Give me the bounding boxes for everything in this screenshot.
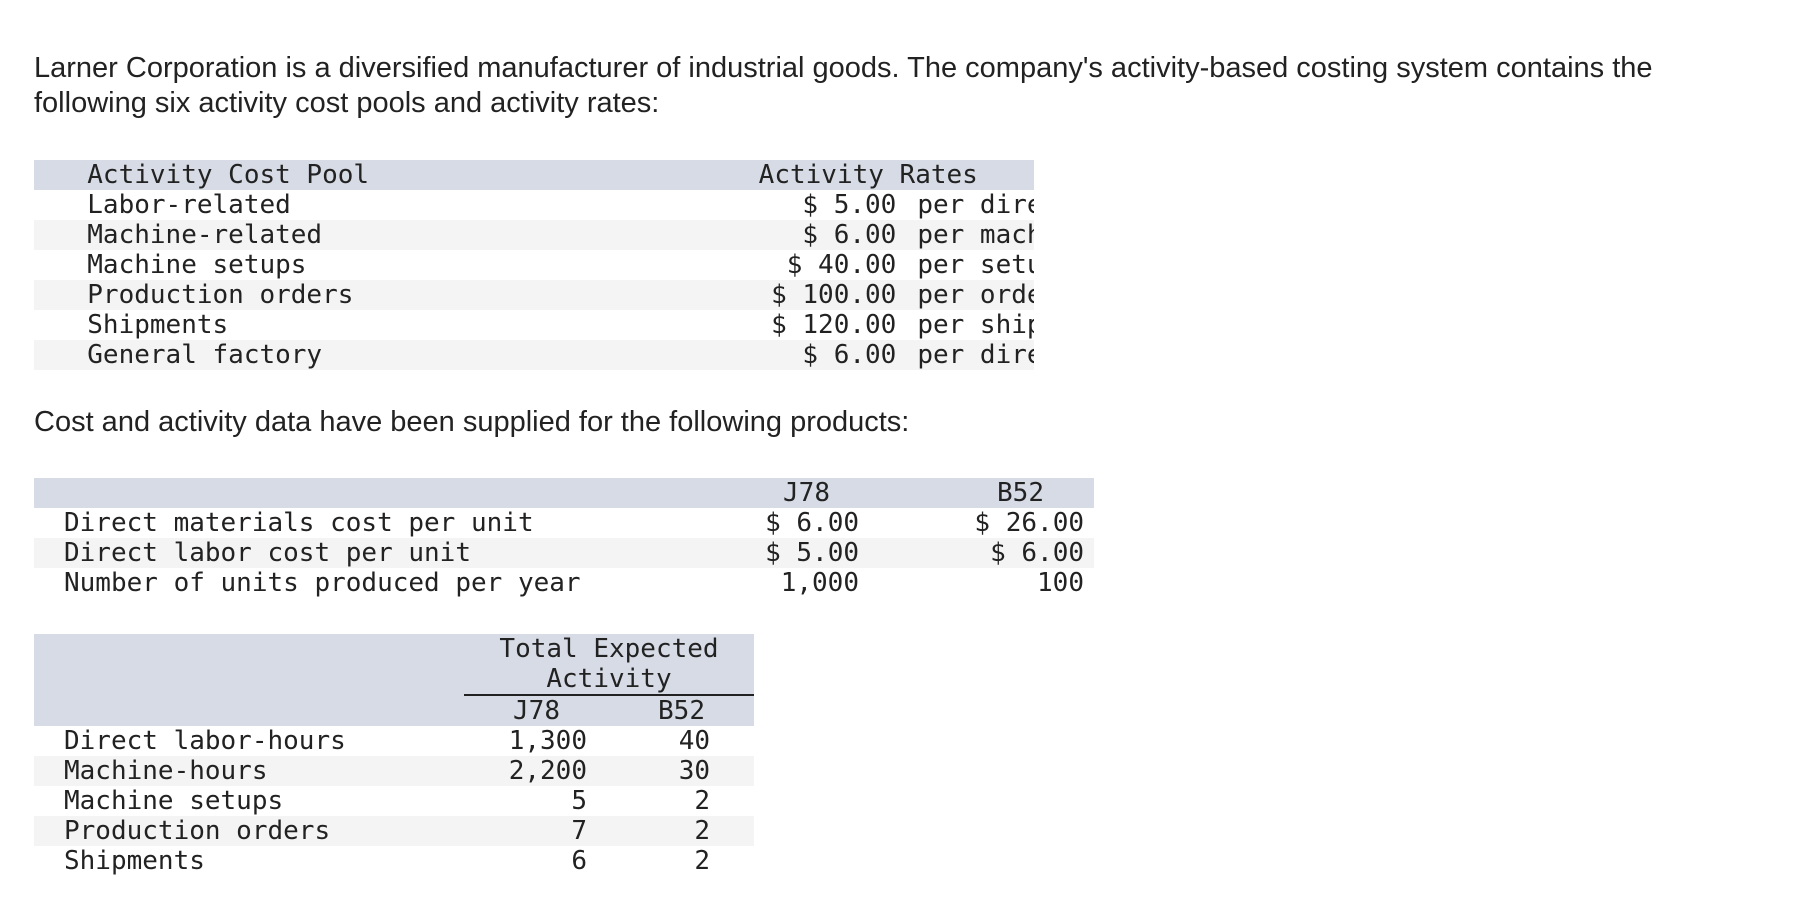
row-label: Direct labor-hours [64,726,346,756]
j78-value: $ 5.00 [765,538,859,568]
header-total-expected-activity: Total Expected Activity [464,634,754,696]
b52-value: 40 [678,726,710,756]
cost-pool-name: Production orders [87,280,354,310]
table-row: Direct materials cost per unit $ 6.00 $ … [34,508,1094,538]
row-label: Production orders [64,816,331,846]
activity-rates-table: Activity Cost Pool Activity Rates Labor-… [34,160,1034,370]
activity-rate-unit: per direct labor-hour [917,340,1034,370]
expected-activity-table: Total Expected Activity J78 B52 Direct l… [34,634,754,876]
activity-rate-unit: per setup [917,250,1034,280]
header-activity-cost-pool: Activity Cost Pool [87,160,370,190]
table-row: Machine-hours 2,200 30 [34,756,754,786]
activity-rate-value: $ 100.00 [771,280,897,310]
activity-rate-value: $ 6.00 [802,340,897,370]
header-activity-rates: Activity Rates [758,160,978,190]
table-row: Machine setups 5 2 [34,786,754,816]
j78-value: 5 [571,786,587,816]
activity-rate-unit: per order [917,280,1034,310]
product-cost-table: J78 B52 Direct materials cost per unit $… [34,478,1094,598]
row-label: Direct labor cost per unit [64,538,471,568]
header-b52: B52 [658,696,705,726]
activity-rate-value: $ 40.00 [786,250,897,280]
j78-value: $ 6.00 [765,508,859,538]
table-group-header-row: Total Expected Activity [34,634,754,696]
b52-value: 2 [694,786,710,816]
j78-value: 1,000 [780,568,859,598]
cost-pool-name: Machine setups [87,250,307,280]
table-row: Direct labor cost per unit $ 5.00 $ 6.00 [34,538,1094,568]
table-row: Number of units produced per year 1,000 … [34,568,1094,598]
header-b52: B52 [997,478,1044,508]
activity-rate-unit: per shipment [917,310,1034,340]
row-label: Number of units produced per year [64,568,581,598]
table-header-row: J78 B52 [34,478,1094,508]
table-row: Production orders $ 100.00 per order [34,280,1034,310]
table-row: Production orders 7 2 [34,816,754,846]
b52-value: $ 6.00 [990,538,1084,568]
table-row: Machine-related $ 6.00 per machine-hour [34,220,1034,250]
header-j78: J78 [783,478,830,508]
table-row: Shipments $ 120.00 per shipment [34,310,1034,340]
intro-line-2: following six activity cost pools and ac… [34,87,660,119]
b52-value: 100 [1037,568,1084,598]
row-label: Machine-hours [64,756,268,786]
cost-pool-name: Labor-related [87,190,291,220]
j78-value: 2,200 [508,756,587,786]
table-row: General factory $ 6.00 per direct labor-… [34,340,1034,370]
group-header-line-1: Total Expected [499,634,719,664]
cost-intro-paragraph: Cost and activity data have been supplie… [34,406,910,438]
activity-rate-unit: per direct labor-hour [917,190,1034,220]
group-header-line-2: Activity [546,664,672,694]
row-label: Shipments [64,846,205,876]
activity-rate-value: $ 120.00 [771,310,897,340]
row-label: Direct materials cost per unit [64,508,534,538]
b52-value: 2 [694,846,710,876]
activity-rate-unit: per machine-hour [917,220,1034,250]
activity-rate-value: $ 5.00 [802,190,897,220]
intro-line-1: Larner Corporation is a diversified manu… [34,52,1653,84]
row-label: Machine setups [64,786,284,816]
cost-pool-name: Shipments [87,310,229,340]
table-row: Machine setups $ 40.00 per setup [34,250,1034,280]
table-row: Shipments 6 2 [34,846,754,876]
cost-pool-name: Machine-related [87,220,323,250]
table-row: Labor-related $ 5.00 per direct labor-ho… [34,190,1034,220]
j78-value: 1,300 [508,726,587,756]
header-j78: J78 [513,696,560,726]
j78-value: 7 [571,816,587,846]
activity-rate-value: $ 6.00 [802,220,897,250]
b52-value: 30 [678,756,710,786]
cost-pool-name: General factory [87,340,323,370]
table-header-row: Activity Cost Pool Activity Rates [34,160,1034,190]
b52-value: $ 26.00 [974,508,1084,538]
j78-value: 6 [571,846,587,876]
intro-paragraph: Larner Corporation is a diversified manu… [34,51,1653,121]
b52-value: 2 [694,816,710,846]
table-row: Direct labor-hours 1,300 40 [34,726,754,756]
